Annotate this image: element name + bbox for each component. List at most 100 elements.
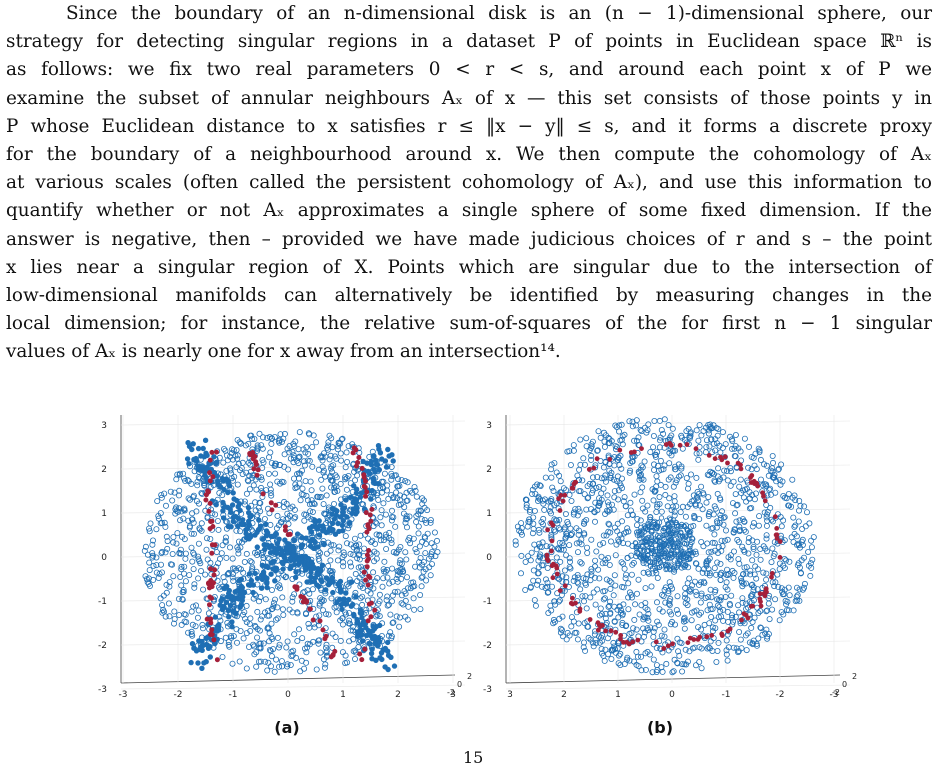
scatter-point (531, 597, 538, 604)
scatter-point (653, 509, 660, 516)
scatter-point (730, 574, 737, 581)
scatter-point (292, 485, 299, 492)
singular-point (229, 619, 235, 625)
scatter-point (665, 476, 672, 483)
scatter-point (632, 601, 639, 608)
scatter-point (682, 591, 689, 598)
scatter-point (629, 423, 636, 430)
singular-point (285, 532, 291, 538)
y-tick-label: 3 (101, 421, 107, 431)
scatter-point (181, 507, 188, 514)
scatter-point (620, 560, 627, 567)
singular-point (379, 456, 385, 462)
scatter-point (749, 640, 756, 647)
scatter-point (570, 509, 577, 516)
scatter-point (185, 517, 192, 524)
scatter-point (626, 418, 633, 425)
scatter-point (294, 637, 301, 644)
scatter-point (311, 501, 318, 508)
scatter-point (765, 472, 772, 479)
scatter-point (205, 610, 212, 617)
scatter-point (659, 668, 666, 675)
scatter-point (398, 477, 405, 484)
scatter-point (225, 638, 232, 645)
scatter-point (692, 662, 699, 669)
x-tick-label: 2 (395, 690, 401, 700)
scatter-point (714, 473, 721, 480)
scatter-point (230, 577, 237, 584)
singular-point (251, 466, 257, 472)
scatter-point (756, 447, 763, 454)
scatter-point (280, 435, 287, 442)
scatter-point (396, 560, 403, 567)
scatter-point (256, 499, 263, 506)
scatter-point (795, 542, 802, 549)
scatter-point (268, 435, 275, 442)
scatter-point (382, 531, 389, 538)
scatter-point (602, 511, 609, 518)
scatter-point (706, 601, 713, 608)
singular-point (761, 591, 767, 597)
singular-point (550, 575, 556, 581)
scatter-point (720, 514, 727, 521)
scatter-point (743, 570, 750, 577)
scatter-point (682, 562, 688, 568)
scatter-point (404, 479, 411, 486)
scatter-point (741, 435, 748, 442)
scatter-point (179, 596, 186, 603)
scatter-point (220, 574, 227, 581)
scatter-point (528, 549, 535, 556)
scatter-point (264, 625, 271, 632)
scatter-point (714, 490, 721, 497)
scatter-point (637, 489, 644, 496)
singular-point (738, 466, 744, 472)
singular-point (364, 564, 370, 570)
scatter-point (790, 607, 797, 614)
scatter-point (532, 602, 539, 609)
scatter-point (682, 513, 689, 520)
singular-point (718, 454, 723, 460)
scatter-point (328, 541, 335, 548)
scatter-point (267, 490, 274, 497)
scatter-point (170, 573, 177, 580)
scatter-point (686, 536, 692, 542)
scatter-point (696, 450, 703, 457)
scatter-point (718, 508, 725, 515)
scatter-point (706, 620, 713, 627)
scatter-point (600, 464, 607, 471)
scatter-point (711, 477, 718, 484)
scatter-point (598, 553, 605, 560)
scatter-point (181, 563, 188, 570)
scatter-point (350, 551, 357, 558)
scatter-point (265, 454, 272, 461)
scatter-point (431, 529, 438, 536)
scatter-point (388, 517, 395, 524)
singular-point (303, 535, 309, 541)
singular-point (329, 511, 335, 517)
scatter-point (331, 484, 338, 491)
scatter-point (243, 490, 250, 497)
scatter-point (723, 651, 730, 658)
scatter-point (783, 601, 790, 608)
singular-point (298, 594, 304, 600)
scatter-point (638, 462, 645, 469)
scatter-point (280, 611, 287, 618)
scatter-point (577, 586, 584, 593)
singular-point (188, 659, 194, 666)
scatter-point (230, 633, 237, 640)
scatter-point (190, 549, 197, 556)
scatter-point (555, 546, 562, 553)
scatter-point (666, 579, 673, 586)
scatter-point (690, 497, 697, 504)
scatter-point (588, 452, 595, 459)
singular-point (363, 625, 369, 631)
text-line: answer is negative, then – provided we h… (6, 228, 932, 250)
scatter-point (673, 606, 680, 613)
scatter-point (258, 442, 265, 449)
scatter-point (150, 537, 157, 544)
scatter-point (548, 532, 555, 539)
scatter-point (583, 435, 590, 442)
scatter-point (533, 546, 540, 553)
scatter-point (559, 626, 566, 633)
singular-point (293, 569, 299, 575)
